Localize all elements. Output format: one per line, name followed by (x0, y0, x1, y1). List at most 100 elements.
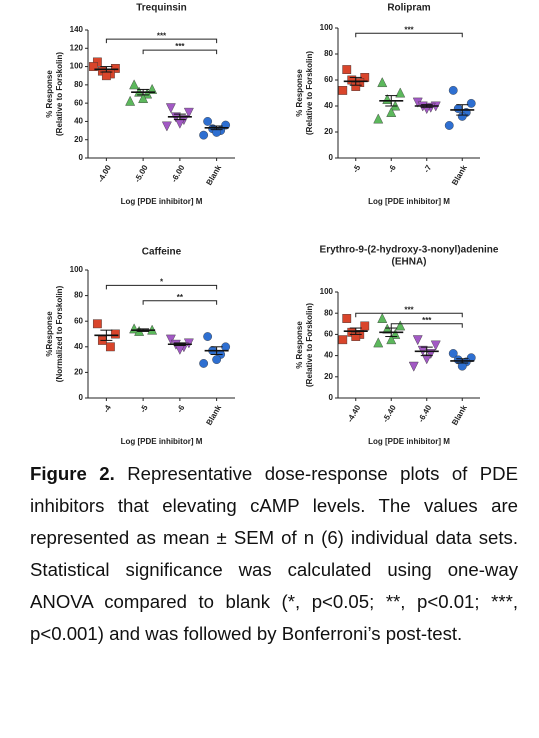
significance-label: *** (157, 31, 167, 40)
x-tick-label: -4.40 (345, 403, 362, 424)
point (448, 86, 458, 95)
significance-label: *** (422, 316, 432, 325)
y-tick-label: 40 (324, 101, 333, 110)
sem-bar (385, 327, 398, 338)
y-tick-label: 80 (324, 308, 333, 317)
x-tick-label: -6 (175, 403, 187, 414)
y-tick-label: 60 (324, 75, 333, 84)
y-tick-label: 40 (74, 342, 83, 351)
x-tick-label: -7 (422, 163, 434, 174)
caption-label: Figure 2. (30, 463, 115, 484)
y-tick-label: 20 (324, 127, 333, 136)
y-axis-label: % Response (295, 69, 304, 117)
point (338, 335, 348, 345)
y-tick-label: 60 (324, 330, 333, 339)
y-axis-label: (Relative to Forskolin) (305, 303, 314, 387)
point (360, 321, 370, 331)
point (453, 104, 463, 114)
point (382, 323, 393, 334)
point (165, 103, 176, 114)
point (138, 93, 149, 103)
point (395, 320, 406, 331)
sem-bar (349, 327, 362, 335)
point (203, 332, 213, 341)
significance-bracket (105, 284, 218, 290)
point (444, 121, 454, 130)
y-tick-label: 80 (74, 291, 83, 300)
y-tick-label: 40 (324, 351, 333, 360)
y-tick-label: 60 (74, 316, 83, 325)
point (212, 355, 222, 364)
sem-bar (210, 125, 223, 131)
y-tick-label: 120 (70, 43, 84, 52)
point (377, 77, 388, 88)
point (373, 337, 384, 348)
point (110, 329, 120, 339)
significance-bracket (390, 323, 463, 328)
y-axis-label: (Relative to Forskolin) (55, 52, 64, 136)
x-tick-label: -6 (386, 163, 398, 174)
chart-title: Trequinsin (136, 3, 187, 14)
y-tick-label: 60 (74, 98, 83, 107)
y-tick-label: 100 (320, 287, 334, 296)
point (448, 349, 458, 358)
y-tick-label: 0 (329, 153, 334, 162)
sem-bar (100, 66, 113, 73)
point (165, 334, 176, 345)
significance-bracket (142, 300, 218, 305)
point (221, 342, 231, 352)
x-axis-label: Log [PDE inhibitor] M (121, 437, 203, 446)
chart-title: Erythro-9-(2-hydroxy-3-nonyl)adenine (320, 245, 499, 256)
x-axis-label: Log [PDE inhibitor] M (121, 197, 203, 206)
sem-bar (137, 88, 150, 96)
y-tick-label: 40 (74, 117, 83, 126)
point (203, 117, 213, 126)
y-axis-label: %Response (45, 311, 54, 357)
point (199, 130, 209, 140)
y-tick-label: 100 (70, 62, 84, 71)
point (466, 99, 476, 108)
x-axis-label: Log [PDE inhibitor] M (368, 197, 450, 206)
x-tick-label: -5 (351, 163, 363, 174)
point (373, 113, 384, 124)
y-tick-label: 80 (324, 49, 333, 58)
point (386, 334, 397, 345)
significance-bracket (355, 32, 463, 38)
sem-bar (420, 346, 433, 357)
sem-bar (456, 104, 469, 116)
sem-bar (349, 76, 362, 86)
sem-bar (173, 113, 186, 121)
y-tick-label: 20 (74, 135, 83, 144)
point (430, 340, 441, 351)
significance-bracket (142, 49, 218, 55)
point (129, 79, 140, 90)
significance-label: ** (177, 293, 184, 302)
y-tick-label: 80 (74, 80, 83, 89)
y-tick-label: 20 (74, 368, 83, 377)
significance-label: *** (404, 305, 414, 314)
point (174, 118, 185, 129)
x-tick-label: -4 (102, 403, 114, 414)
point (92, 319, 102, 329)
x-tick-label: -4.00 (96, 163, 113, 184)
x-tick-label: -5 (138, 403, 150, 414)
x-tick-label: Blank (450, 403, 469, 427)
figure: Trequinsin% Response (Relative to Forskol… (45, 3, 499, 446)
x-tick-label: Blank (204, 403, 223, 427)
y-tick-label: 140 (70, 25, 84, 34)
y-tick-label: 20 (324, 372, 333, 381)
x-tick-label: -6.00 (170, 163, 187, 184)
significance-label: *** (175, 42, 185, 51)
sem-bar (420, 104, 433, 108)
sem-bar (210, 346, 223, 355)
significance-label: * (160, 277, 164, 286)
chart-title: (EHNA) (392, 257, 427, 268)
point (342, 65, 352, 75)
x-tick-label: Blank (450, 163, 469, 187)
point (147, 83, 158, 94)
significance-label: *** (404, 25, 414, 34)
y-axis-label: (Relative to Forskolin) (305, 51, 314, 135)
point (408, 361, 419, 372)
point (199, 359, 209, 368)
